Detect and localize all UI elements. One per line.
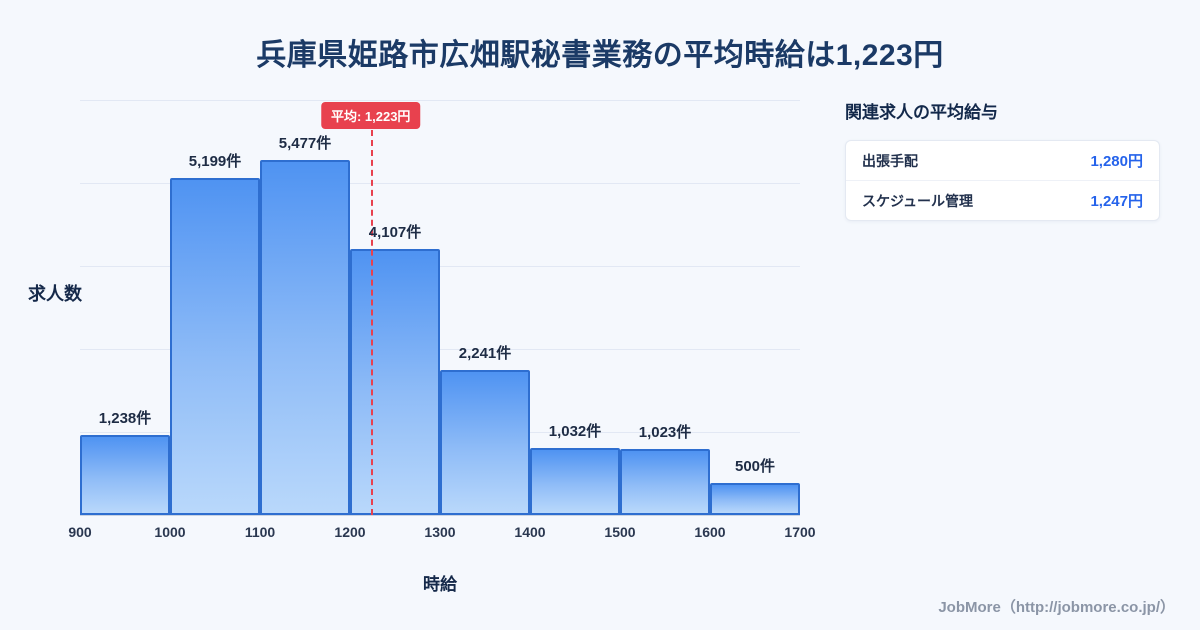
bar-value-label: 4,107件 bbox=[368, 224, 422, 241]
bar-value-label: 1,238件 bbox=[98, 410, 152, 427]
bar-value-label: 5,477件 bbox=[278, 135, 332, 152]
gridline bbox=[80, 100, 800, 101]
related-job-label: スケジュール管理 bbox=[862, 192, 974, 209]
related-job-label: 出張手配 bbox=[862, 152, 918, 169]
x-tick-label: 1300 bbox=[424, 524, 456, 540]
average-line bbox=[370, 130, 373, 515]
histogram-bar bbox=[710, 483, 800, 515]
average-badge: 平均: 1,223円 bbox=[320, 102, 421, 129]
related-salary-row: スケジュール管理 1,247円 bbox=[846, 180, 1159, 220]
histogram-bar bbox=[170, 178, 260, 515]
x-tick-label: 1000 bbox=[154, 524, 186, 540]
related-panel-heading: 関連求人の平均給与 bbox=[845, 103, 998, 122]
gridline bbox=[80, 183, 800, 184]
x-tick-label: 1500 bbox=[604, 524, 636, 540]
page-title: 兵庫県姫路市広畑駅秘書業務の平均時給は1,223円 bbox=[256, 39, 944, 72]
x-axis-baseline bbox=[80, 515, 800, 516]
bar-value-label: 1,023件 bbox=[638, 424, 692, 441]
x-tick-label: 1700 bbox=[784, 524, 816, 540]
x-tick-label: 1200 bbox=[334, 524, 366, 540]
related-job-wage: 1,280円 bbox=[1090, 153, 1143, 170]
related-salary-row: 出張手配 1,280円 bbox=[846, 141, 1159, 180]
footer-credit: JobMore（http://jobmore.co.jp/） bbox=[938, 599, 1175, 616]
related-job-wage: 1,247円 bbox=[1090, 193, 1143, 210]
histogram-bar bbox=[530, 448, 620, 515]
gridline bbox=[80, 349, 800, 350]
x-tick-label: 1400 bbox=[514, 524, 546, 540]
histogram-plot-area: 1,238件 5,199件 5,477件 4,107件 2,241件 1,032件 1,02… bbox=[80, 100, 800, 516]
bar-value-label: 2,241件 bbox=[458, 345, 512, 362]
histogram-bar bbox=[620, 449, 710, 515]
gridline bbox=[80, 266, 800, 267]
histogram-bar bbox=[350, 249, 440, 515]
bar-value-label: 5,199件 bbox=[188, 153, 242, 170]
bar-value-label: 1,032件 bbox=[548, 423, 602, 440]
related-salary-card: 出張手配 1,280円スケジュール管理 1,247円 bbox=[845, 140, 1160, 221]
histogram-bar bbox=[260, 160, 350, 515]
x-tick-label: 1600 bbox=[694, 524, 726, 540]
histogram-bar bbox=[440, 370, 530, 515]
x-axis-label: 時給 bbox=[423, 575, 457, 594]
x-tick-label: 1100 bbox=[244, 524, 276, 540]
histogram-bar bbox=[80, 435, 170, 515]
y-axis-label: 求人数 bbox=[28, 284, 82, 304]
x-tick-label: 900 bbox=[68, 524, 92, 540]
bar-value-label: 500件 bbox=[734, 458, 776, 475]
